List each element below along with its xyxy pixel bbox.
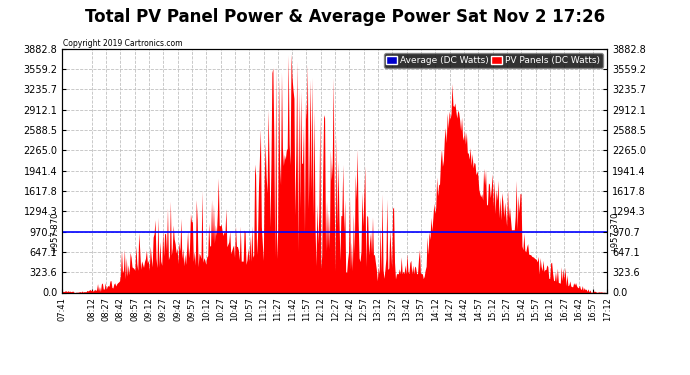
- Text: Copyright 2019 Cartronics.com: Copyright 2019 Cartronics.com: [63, 39, 183, 48]
- Text: +957.370: +957.370: [610, 212, 619, 253]
- Text: Total PV Panel Power & Average Power Sat Nov 2 17:26: Total PV Panel Power & Average Power Sat…: [85, 8, 605, 26]
- Legend: Average (DC Watts), PV Panels (DC Watts): Average (DC Watts), PV Panels (DC Watts): [384, 53, 602, 68]
- Text: +957.370: +957.370: [50, 212, 59, 253]
